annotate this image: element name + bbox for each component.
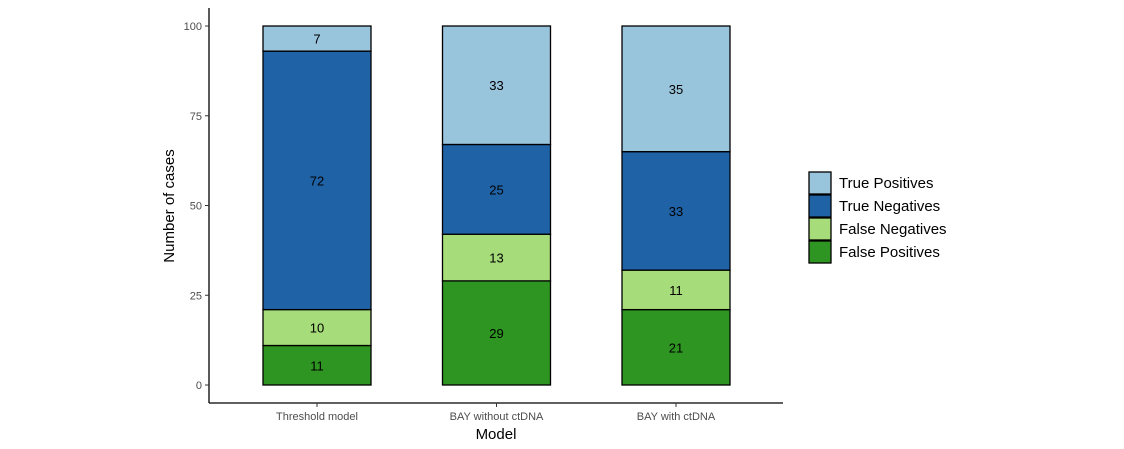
legend-label: True Positives <box>839 175 933 192</box>
bar-value-label: 29 <box>489 326 503 341</box>
bar-value-label: 21 <box>669 340 683 355</box>
axes-layer: 0 25 50 75 100 Threshold model BAY without ctD… <box>184 8 783 423</box>
y-axis-title: Number of cases <box>161 149 178 262</box>
x-tick-label: BAY without ctDNA <box>450 411 544 423</box>
bar-segment <box>441 233 552 282</box>
legend: True Positives True Negatives False Negati… <box>808 171 947 264</box>
bar-value-label: 33 <box>669 204 683 219</box>
legend-label: True Negatives <box>839 198 940 215</box>
bar-segment <box>262 344 372 386</box>
y-tick-label: 100 <box>184 21 202 33</box>
bar-value-label: 7 <box>313 32 320 47</box>
y-tick-label: 25 <box>190 290 202 302</box>
bar-segment <box>262 25 372 52</box>
legend-label: False Positives <box>839 244 940 261</box>
bar-segment <box>621 308 731 386</box>
bar-segment <box>262 308 372 347</box>
bar-segment <box>441 280 552 386</box>
bar-value-label: 25 <box>489 182 503 197</box>
bar-value-label: 72 <box>310 173 324 188</box>
bar-value-label: 11 <box>669 283 683 298</box>
bar-segment <box>621 25 731 153</box>
bar-segment <box>621 269 731 311</box>
bar-labels-layer: 11 10 72 7 29 13 25 33 21 11 33 35 <box>310 32 683 374</box>
y-tick-label: 75 <box>190 111 202 123</box>
legend-swatch <box>808 240 832 264</box>
bar-segment <box>621 150 731 271</box>
legend-swatch <box>808 171 832 195</box>
bar-value-label: 11 <box>310 358 324 373</box>
x-axis-title: Model <box>476 426 517 443</box>
x-tick-label: Threshold model <box>276 411 358 423</box>
bar-segment <box>441 25 552 146</box>
bars-layer <box>262 25 731 386</box>
legend-swatch <box>808 194 832 218</box>
y-tick-label: 50 <box>190 201 202 213</box>
y-tick-label: 0 <box>196 380 202 392</box>
legend-label: False Negatives <box>839 221 947 238</box>
bar-value-label: 13 <box>489 251 503 266</box>
bar-value-label: 35 <box>669 82 683 97</box>
bar-value-label: 10 <box>310 321 324 336</box>
x-tick-label: BAY with ctDNA <box>637 411 716 423</box>
bar-value-label: 33 <box>489 78 503 93</box>
bar-segment <box>441 143 552 235</box>
legend-swatch <box>808 217 832 241</box>
